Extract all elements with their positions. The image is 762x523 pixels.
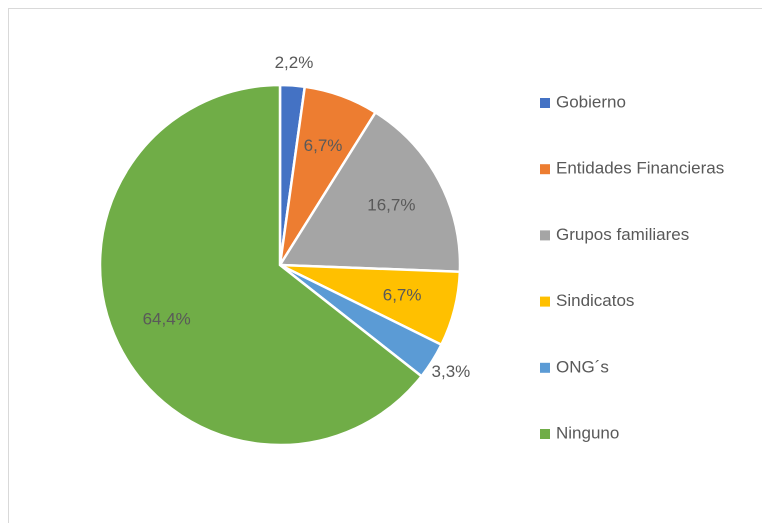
legend-label: Grupos familiares [556,225,689,244]
legend-swatch [540,164,550,175]
legend-swatch [540,429,550,439]
legend-label: Entidades Financieras [556,159,724,178]
data-label: 2,2% [275,53,314,72]
data-label: 6,7% [383,285,422,304]
data-label: 16,7% [367,196,415,215]
pie-slice [277,110,462,274]
legend-label: ONG´s [556,357,609,376]
legend-swatch [540,98,550,108]
legend-swatch [540,362,550,373]
legend-label: Sindicatos [556,291,634,310]
legend-swatch [540,296,550,307]
legend-label: Gobierno [556,92,626,111]
pie-slice [98,83,424,447]
legend-swatch [540,230,550,241]
legend-label: Ninguno [556,423,619,442]
data-label: 64,4% [143,310,191,329]
data-label: 3,3% [432,362,471,381]
data-label: 6,7% [304,136,343,155]
